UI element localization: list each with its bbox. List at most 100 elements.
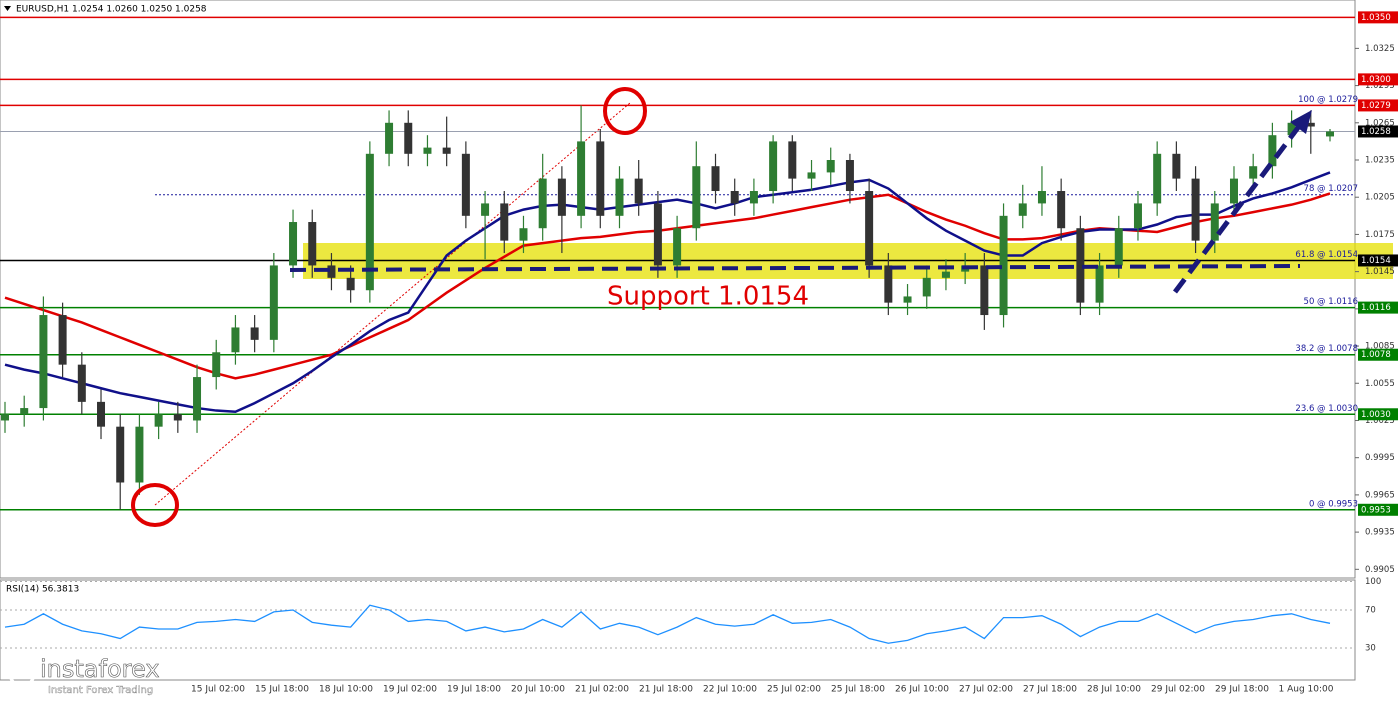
candle-body [749,191,758,204]
x-tick-label: 15 Jul 02:00 [191,685,245,695]
rsi-line [4,604,1331,644]
candle-body [769,141,778,192]
level-tag [1358,254,1398,267]
candle-body [884,265,893,303]
fib-label: 38.2 @ 1.0078 [1295,344,1358,354]
candle-body [58,315,67,365]
x-tick-label: 25 Jul 18:00 [831,685,885,695]
candle-body [250,327,259,340]
candle-body [922,277,931,297]
candle-body [730,191,739,204]
y-tick-label: 0.9905 [1365,565,1395,575]
rsi-tick-label: 100 [1365,577,1381,587]
x-tick-label: 18 Jul 10:00 [319,685,373,695]
level-label: 1.0116 [1361,303,1391,313]
candle-body [346,277,355,291]
x-tick-label: 26 Jul 10:00 [895,685,949,695]
candle-body [653,203,662,266]
candle-body [308,222,317,266]
y-tick-label: 1.0325 [1365,44,1395,54]
candle-body [845,160,854,192]
candle-body [97,401,106,427]
candle-body [385,122,394,154]
rsi-tick-label: 70 [1365,606,1376,616]
level-label: 1.0258 [1361,127,1391,137]
fib-label: 78 @ 1.0207 [1304,184,1358,194]
y-tick-label: 1.0055 [1365,379,1395,389]
x-tick-label: 20 Jul 10:00 [511,685,565,695]
fib-label: 100 @ 1.0279 [1298,95,1358,105]
candle-body [1076,228,1085,303]
level-label: 1.0078 [1361,350,1391,360]
candle-body [519,228,528,241]
candle-body [1210,203,1219,241]
candle-body [711,166,720,192]
x-tick-label: 22 Jul 10:00 [703,685,757,695]
y-tick-label: 1.0295 [1365,81,1395,91]
candle-body [1326,131,1334,137]
y-tick-label: 0.9995 [1365,453,1395,463]
rsi-panel [0,579,1356,681]
support-annotation: Support 1.0154 [607,282,809,312]
candle-body [1249,166,1258,179]
x-tick-label: 21 Jul 18:00 [639,685,693,695]
y-tick-label: 0.9935 [1365,528,1395,538]
candle-body [135,426,144,483]
support-dashed-line [289,264,1301,272]
candle-body [212,352,221,378]
candle-body [1191,178,1200,241]
candle-body [538,178,547,229]
candle-body [1057,191,1066,229]
trend-arrow [1172,123,1303,294]
x-tick-label: 28 Jul 10:00 [1087,685,1141,695]
level-tag [1358,301,1398,314]
y-tick-label: 1.0175 [1365,230,1395,240]
arrow-head [1290,110,1312,134]
y-tick-label: 1.0265 [1365,118,1395,128]
candle-body [77,364,86,402]
candle-body [39,315,48,409]
x-tick-label: 19 Jul 02:00 [383,685,437,695]
candle-body [1018,203,1027,216]
candle-body [557,178,566,216]
candle-body [1287,122,1296,136]
candle-body [269,265,278,340]
candle-body [1306,122,1315,127]
candle-body [423,147,432,154]
logo: instaforex Instant Forex Trading [7,655,160,696]
rsi-tick-label: 30 [1365,644,1376,654]
candle-body [20,408,29,415]
candle-body [1133,203,1142,229]
level-tag [1358,73,1398,86]
logo-tagline: Instant Forex Trading [48,685,153,696]
fib-label: 50 @ 1.0116 [1304,297,1358,307]
candle-body [673,228,682,266]
level-label: 1.0300 [1361,75,1391,85]
level-label: 1.0350 [1361,13,1391,23]
candle-body [116,426,125,483]
x-tick-label: 25 Jul 02:00 [767,685,821,695]
logo-name: instaforex [40,655,160,683]
candle-body [231,327,240,353]
candle-body [634,178,643,204]
rsi-title: RSI(14) 56.3813 [6,585,79,595]
level-label: 1.0154 [1361,256,1391,266]
candle-body [1,414,9,421]
level-label: 1.0030 [1361,410,1391,420]
y-tick-label: 1.0025 [1365,416,1395,426]
title-arrow [4,6,11,11]
x-tick-label: 27 Jul 18:00 [1023,685,1077,695]
candle-body [577,141,586,216]
chart-title: EURUSD,H1 1.0254 1.0260 1.0250 1.0258 [16,5,207,15]
candle-body [1095,265,1104,303]
candle-body [865,191,874,266]
low-circle [131,483,179,527]
candle-body [1114,228,1123,266]
candle-body [289,222,298,266]
candle-body [173,414,182,421]
candle-body [1229,178,1238,204]
x-tick-label: 1 Aug 10:00 [1279,685,1334,695]
fib-label: 0 @ 0.9953 [1309,499,1358,509]
level-label: 1.0279 [1361,101,1391,111]
candle-body [826,160,835,173]
